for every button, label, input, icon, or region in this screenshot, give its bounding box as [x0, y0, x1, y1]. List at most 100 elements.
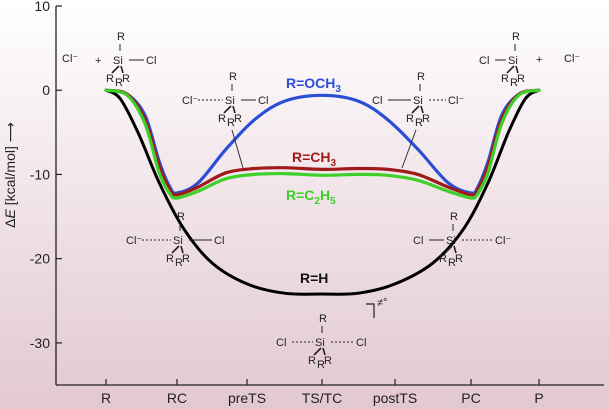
series-line-r-h: [104, 88, 541, 296]
wedge-bond: [506, 65, 515, 74]
ts-bracket: ≠°: [366, 297, 387, 318]
cl-right-label: Cl⁻: [495, 235, 511, 247]
wedge-bond: [180, 245, 184, 254]
y-tick-label: -20: [30, 251, 50, 267]
wedge-bond: [420, 105, 424, 114]
y-tick-label: -30: [30, 335, 50, 351]
wedge-bond: [444, 245, 453, 254]
cl-right-label: Cl⁻: [448, 95, 464, 107]
series-label-r-ch3: R=CH3: [292, 149, 337, 169]
plus-sign: +: [536, 54, 542, 66]
r-label: R: [175, 257, 183, 269]
ts-superscript: ≠°: [377, 297, 387, 309]
wedge-bond: [111, 65, 120, 74]
ts-bracket-line: [366, 303, 375, 318]
si-label: Si: [173, 235, 183, 247]
wedge-bond: [322, 347, 326, 356]
r-label: R: [324, 355, 332, 367]
r-label: R: [229, 71, 237, 83]
r-label: R: [450, 211, 458, 223]
y-axis-title: ΔE [kcal/mol] ⟶: [2, 122, 18, 228]
r-label: R: [308, 355, 316, 367]
series-label-r-h: R=H: [300, 270, 328, 286]
si-label: Si: [446, 235, 456, 247]
si-label: Si: [315, 337, 325, 349]
x-tick-label: postTS: [373, 390, 417, 406]
r-label: R: [122, 73, 130, 85]
y-tick-label: 0: [42, 82, 50, 98]
reactants-structure: Cl⁻ +: [62, 53, 101, 67]
r-label: R: [455, 253, 463, 265]
x-tick-label: preTS: [228, 390, 266, 406]
cl-left-label: Cl⁻: [126, 235, 142, 247]
wedge-bond: [171, 245, 180, 254]
r-label: R: [439, 253, 447, 265]
r-label: R: [512, 31, 520, 43]
r-label: R: [517, 73, 525, 85]
cl-right-label: Cl: [146, 55, 156, 67]
r-label: R: [227, 117, 235, 129]
r-label: R: [117, 31, 125, 43]
r-label: R: [422, 113, 430, 125]
r-label: R: [417, 71, 425, 83]
r-label: R: [234, 113, 242, 125]
r-label: R: [501, 73, 509, 85]
si-label: Si: [508, 55, 518, 67]
cl-right-label: Cl: [258, 95, 268, 107]
r-label: R: [319, 313, 327, 325]
r-label: R: [177, 211, 185, 223]
r-label: R: [415, 117, 423, 129]
wedge-bond: [411, 105, 420, 114]
cl-left-label: Cl⁻: [182, 95, 198, 107]
cl-left-label: Cl: [479, 55, 489, 67]
r-label: R: [510, 77, 518, 89]
x-tick-label: RC: [167, 390, 187, 406]
pre-ts-leader: [231, 129, 244, 169]
x-tick-label: TS/TC: [302, 390, 342, 406]
cl-ion-label: Cl⁻: [564, 53, 580, 65]
r-label: R: [115, 77, 123, 89]
si-label: Si: [413, 95, 423, 107]
series-label-r-och3: R=OCH3: [286, 75, 341, 95]
r-label: R: [448, 257, 456, 269]
x-tick-label: R: [101, 390, 111, 406]
wedge-bond: [223, 105, 232, 114]
series-label-r-c2h5: R=C2H5: [286, 187, 336, 207]
cl-left-label: Cl: [413, 235, 423, 247]
cl-left-label: Cl: [276, 337, 286, 349]
r-label: R: [406, 113, 414, 125]
series-labels: R=H R=OCH3 R=CH3 R=C2H5: [286, 75, 341, 286]
wedge-bond: [515, 65, 519, 74]
post-ts-leader: [401, 129, 417, 169]
products-structure: + Cl⁻: [536, 53, 580, 66]
y-tick-label: -10: [30, 166, 50, 182]
r-label: R: [166, 253, 174, 265]
r-label: R: [218, 113, 226, 125]
cl-right-label: Cl: [214, 235, 224, 247]
si-label: Si: [225, 95, 235, 107]
r-label: R: [317, 359, 325, 371]
curves: [104, 88, 541, 296]
wedge-bond: [120, 65, 124, 74]
r-label: R: [106, 73, 114, 85]
r-label: R: [182, 253, 190, 265]
series-line-r-och3: [104, 88, 541, 195]
wedge-bond: [313, 347, 322, 356]
wedge-bond: [453, 245, 457, 254]
series-line-r-c2h5: [104, 88, 541, 200]
cl-left-label: Cl: [372, 95, 382, 107]
si-label: Si: [113, 55, 123, 67]
series-line-r-ch3: [104, 88, 541, 197]
wedge-bond: [232, 105, 236, 114]
